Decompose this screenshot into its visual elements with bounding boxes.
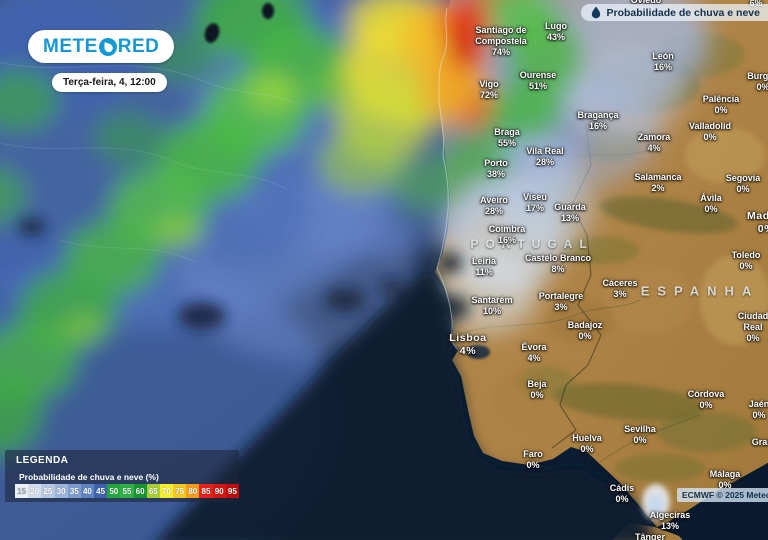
legend-swatch: 70 xyxy=(159,484,174,498)
legend-swatch-value: 45 xyxy=(96,486,106,496)
legend-swatch-value: 25 xyxy=(43,486,53,496)
legend-swatch-value: 85 xyxy=(201,486,211,496)
legend-color-scale: 15 20 25 30 35 40 xyxy=(15,484,239,498)
legend-swatch: 65 xyxy=(146,484,160,498)
forecast-datetime-chip: Terça-feira, 4, 12:00 xyxy=(52,73,167,92)
legend-swatch-value: 50 xyxy=(109,486,119,496)
logo-drop-icon xyxy=(98,37,117,56)
meteored-logo: METE RED xyxy=(28,30,175,63)
legend-swatch: 35 xyxy=(67,484,81,498)
attribution-label: ECMWF © 2025 Meteored xyxy=(677,488,768,502)
map-variable-title: Probabilidade de chuva e neve xyxy=(580,4,768,21)
legend-swatch: 45 xyxy=(94,484,108,498)
sea-contours xyxy=(0,61,301,263)
legend-swatch-value: 15 xyxy=(17,486,27,496)
legend-swatch-value: 65 xyxy=(148,486,158,496)
legend-box: LEGENDA Probabilidade de chuva e neve (%… xyxy=(5,450,239,502)
legend-swatch-value: 20 xyxy=(30,486,40,496)
legend-swatch: 55 xyxy=(120,484,134,498)
legend-swatch: 60 xyxy=(133,484,147,498)
legend-swatch: 90 xyxy=(212,484,226,498)
legend-swatch: 85 xyxy=(199,484,213,498)
legend-subtitle: Probabilidade de chuva e neve (%) xyxy=(19,472,159,482)
legend-swatch: 75 xyxy=(173,484,187,498)
legend-swatch-value: 35 xyxy=(69,486,79,496)
legend-swatch: 30 xyxy=(54,484,68,498)
algeciras-precip-blob xyxy=(642,484,670,520)
legend-swatch-value: 95 xyxy=(227,486,237,496)
legend-swatch-value: 80 xyxy=(188,486,198,496)
legend-swatch: 15 xyxy=(15,484,29,498)
legend-swatch: 95 xyxy=(225,484,239,498)
legend-swatch-value: 30 xyxy=(56,486,66,496)
water-drop-icon xyxy=(591,6,600,19)
logo-text-pre: METE xyxy=(43,35,98,57)
legend-swatch: 25 xyxy=(41,484,55,498)
legend-swatch-value: 90 xyxy=(214,486,224,496)
islets xyxy=(204,3,274,43)
map-title-text: Probabilidade de chuva e neve xyxy=(606,6,760,19)
legend-swatch: 80 xyxy=(186,484,200,498)
legend-swatch-value: 60 xyxy=(135,486,145,496)
legend-swatch: 50 xyxy=(107,484,121,498)
legend-swatch-value: 70 xyxy=(162,486,171,496)
coastline xyxy=(436,7,459,351)
legend-swatch: 20 xyxy=(28,484,42,498)
legend-swatch: 40 xyxy=(80,484,95,498)
logo-text-post: RED xyxy=(117,35,160,57)
clear-ocean-wedge xyxy=(19,218,654,540)
legend-swatch-value: 75 xyxy=(175,486,185,496)
legend-swatch-value: 55 xyxy=(122,486,132,496)
legend-title: LEGENDA xyxy=(16,455,69,466)
legend-swatch-value: 40 xyxy=(82,486,92,496)
